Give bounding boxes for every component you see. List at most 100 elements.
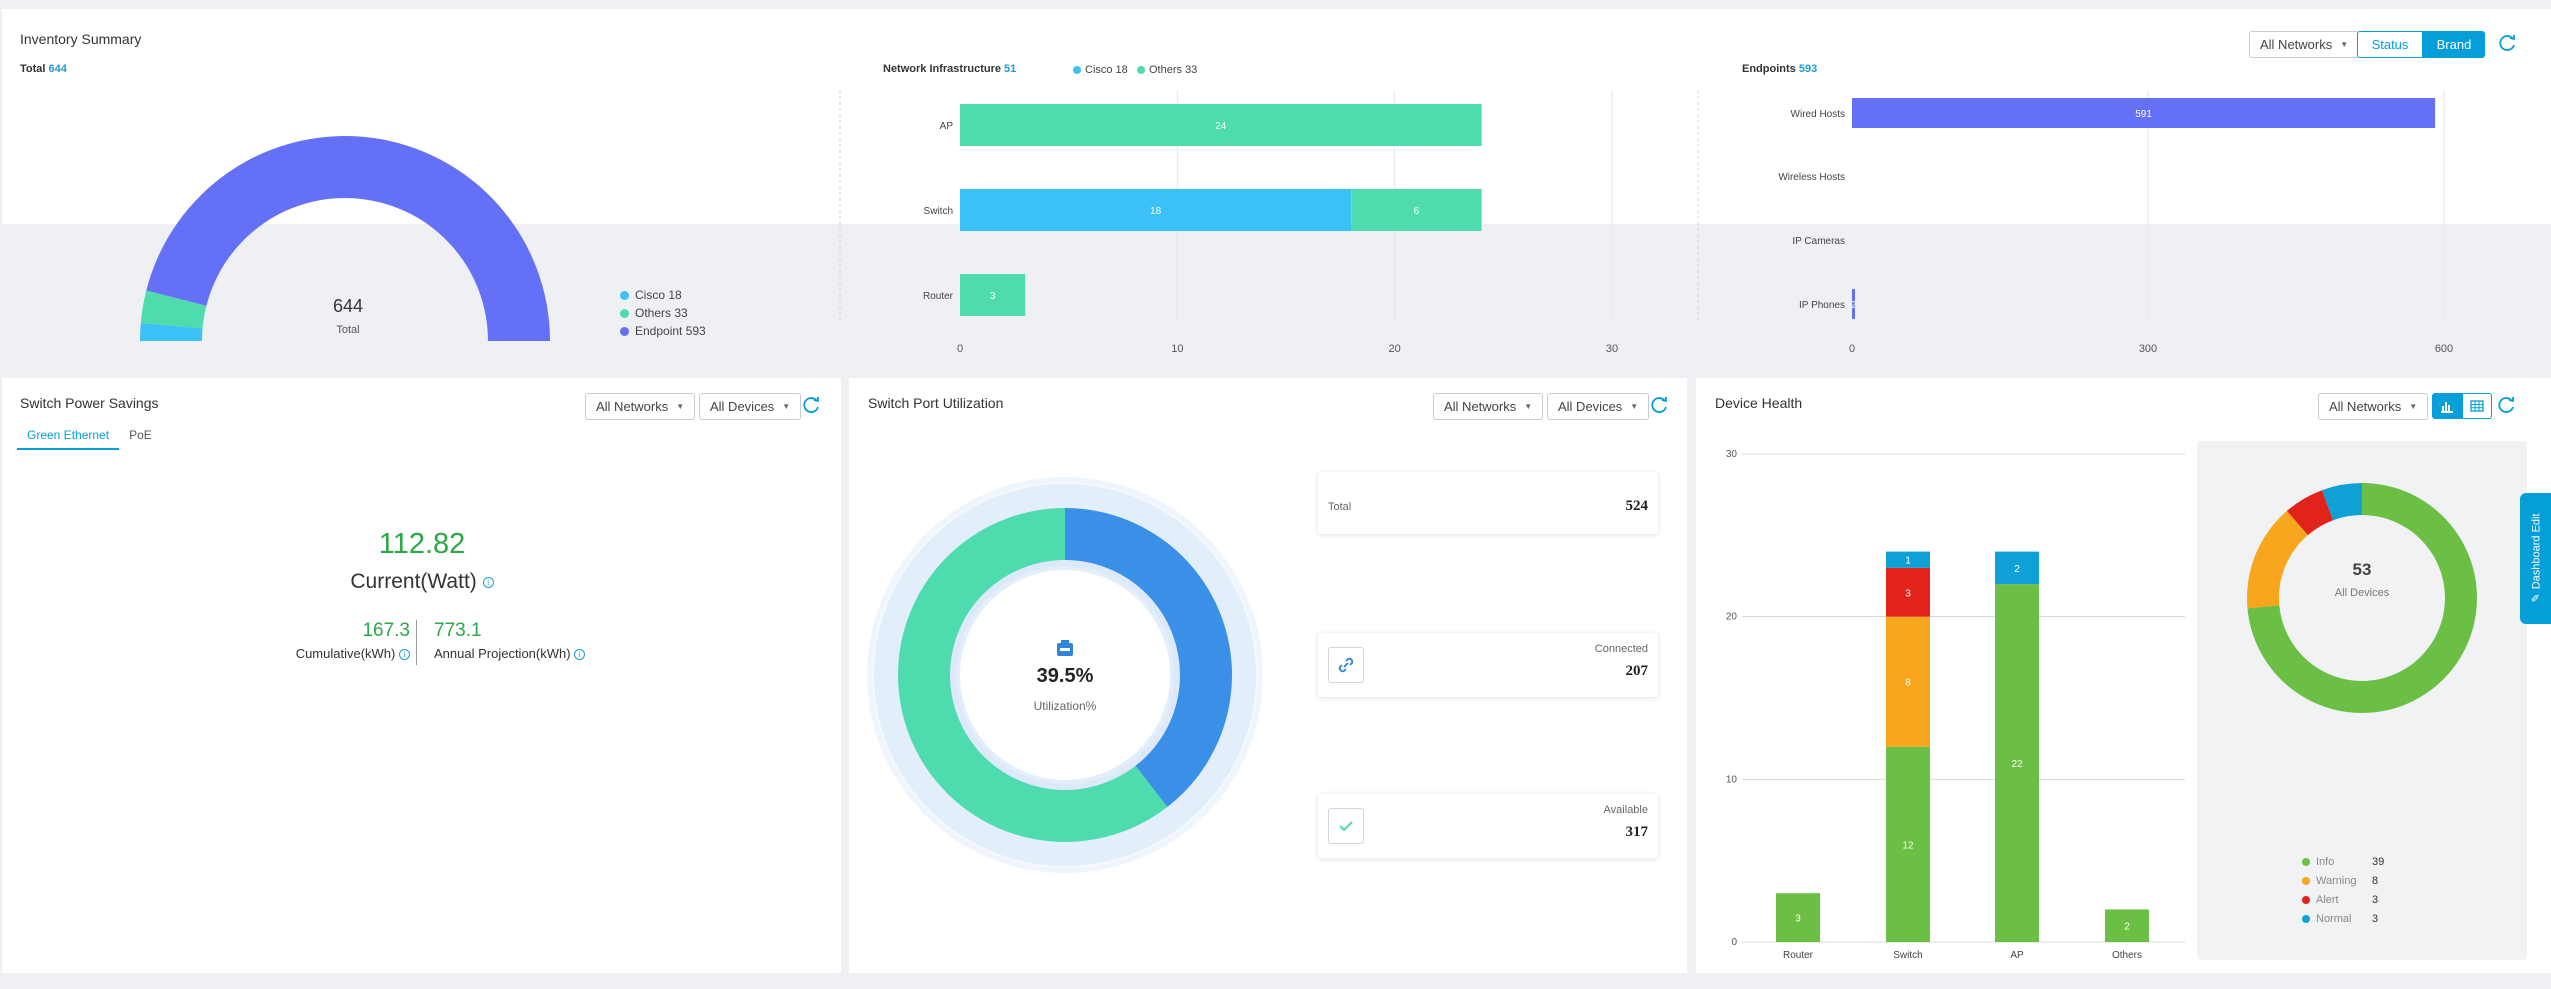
netinfra-legend-label: Cisco 18 xyxy=(1085,64,1128,76)
info-icon[interactable]: i xyxy=(399,649,410,661)
health-view-toggle xyxy=(2432,393,2492,419)
health-legend-value: 3 xyxy=(2372,894,2379,906)
gauge-center-value: 644 xyxy=(332,296,364,316)
dashboard-edit-label: ✎ Dashboard Edit xyxy=(2530,513,2543,602)
power-network-select[interactable]: All Networks ▼ xyxy=(585,393,696,420)
gauge-legend-item: Others 33 xyxy=(620,306,688,320)
column-normal xyxy=(1995,551,2039,585)
y-category-label: IP Cameras xyxy=(1792,236,1845,247)
x-tick-label: 30 xyxy=(1606,343,1618,355)
netinfra-header: Network Infrastructure 51 xyxy=(883,63,1016,75)
bar-others xyxy=(960,104,1482,146)
column-value-label: 3 xyxy=(1905,588,1911,599)
port-utilization-donut xyxy=(867,477,1263,873)
column-info xyxy=(1886,746,1930,942)
inventory-refresh-icon[interactable] xyxy=(2496,32,2518,54)
column-value-label: 8 xyxy=(1905,678,1911,689)
x-category-label: AP xyxy=(2010,950,2024,961)
endpoint-bar xyxy=(1852,289,1855,319)
inventory-network-select-value: All Networks xyxy=(2260,37,2333,52)
column-info xyxy=(1776,893,1820,942)
gauge-legend-label: Others 33 xyxy=(635,306,688,320)
donut-slice-available xyxy=(898,508,1168,842)
gauge-legend-item: Cisco 18 xyxy=(620,288,682,302)
endpoint-bar xyxy=(1852,98,2436,128)
power-refresh-icon[interactable] xyxy=(800,394,822,416)
power-annual-label: Annual Projection(kWh) i xyxy=(434,646,586,661)
health-legend-value: 39 xyxy=(2372,856,2385,868)
health-legend-label: Alert xyxy=(2316,894,2339,906)
bar-value-label: 24 xyxy=(1215,121,1227,132)
port-refresh-icon[interactable] xyxy=(1648,394,1670,416)
netinfra-legend-others: Others 33 xyxy=(1137,64,1197,76)
netinfra-header-value: 51 xyxy=(1004,63,1017,75)
device-health-title: Device Health xyxy=(1715,395,1803,411)
table-view-button[interactable] xyxy=(2462,393,2492,419)
chart-view-button[interactable] xyxy=(2432,393,2462,419)
total-header-label: Total xyxy=(20,63,46,75)
port-network-select-value: All Networks xyxy=(1444,399,1517,414)
health-network-select[interactable]: All Networks ▼ xyxy=(2318,393,2429,420)
legend-dot xyxy=(2302,896,2310,904)
info-icon[interactable]: i xyxy=(482,576,494,588)
column-value-label: 12 xyxy=(1902,840,1914,851)
netinfra-legend-cisco: Cisco 18 xyxy=(1073,64,1128,76)
chevron-down-icon: ▼ xyxy=(2409,402,2418,411)
brand-toggle-button[interactable]: Brand xyxy=(2423,31,2485,58)
health-legend-item: Info 39 xyxy=(2302,856,2384,868)
column-value-label: 2 xyxy=(2014,564,2020,575)
dashboard-edit-tab[interactable]: ✎ Dashboard Edit xyxy=(2520,493,2551,624)
y-category-label: IP Phones xyxy=(1799,300,1845,311)
power-current-label-text: Current(Watt) xyxy=(350,570,477,593)
gauge-legend-label: Cisco 18 xyxy=(635,288,682,302)
tab-poe[interactable]: PoE xyxy=(129,428,152,442)
total-header: Total 644 xyxy=(20,63,67,75)
power-tabs: Green Ethernet PoE xyxy=(17,428,162,450)
legend-dot xyxy=(620,326,629,336)
donut-center-ring xyxy=(950,560,1180,790)
inventory-summary-title: Inventory Summary xyxy=(20,31,142,47)
health-donut-slice-alert xyxy=(2286,490,2334,536)
gauge-slice-others xyxy=(140,290,207,329)
power-cumulative-label-text: Cumulative(kWh) xyxy=(295,646,396,661)
bar-others xyxy=(960,274,1026,316)
donut-slice-connected xyxy=(1065,508,1232,807)
column-alert xyxy=(1886,567,1930,617)
tab-green-ethernet[interactable]: Green Ethernet xyxy=(17,428,120,450)
power-savings-panel xyxy=(2,378,841,973)
legend-dot xyxy=(2302,915,2310,923)
bar-cisco xyxy=(960,189,1352,231)
health-legend-item: Normal 3 xyxy=(2302,913,2378,925)
chevron-down-icon: ▼ xyxy=(2340,40,2349,49)
port-network-select[interactable]: All Networks ▼ xyxy=(1433,393,1544,420)
health-network-select-value: All Networks xyxy=(2329,399,2402,414)
port-connected-label: Connected xyxy=(1594,643,1648,655)
chevron-down-icon: ▼ xyxy=(1630,402,1639,411)
y-category-label: Switch xyxy=(924,206,953,217)
y-tick-label: 0 xyxy=(1731,937,1737,948)
port-total-value: 524 xyxy=(1625,498,1649,514)
total-header-value: 644 xyxy=(48,63,67,75)
legend-dot xyxy=(620,290,629,300)
bar-value-label: 591 xyxy=(2135,109,2152,120)
port-center-value: 39.5% xyxy=(1036,665,1094,687)
x-category-label: Router xyxy=(1783,950,1814,961)
health-donut-label: All Devices xyxy=(2334,587,2390,599)
bar-value-label: 18 xyxy=(1150,206,1162,217)
port-total-label: Total xyxy=(1328,501,1352,513)
info-icon[interactable]: i xyxy=(574,649,586,661)
status-toggle-button[interactable]: Status xyxy=(2357,31,2423,58)
chevron-down-icon: ▼ xyxy=(1524,402,1533,411)
health-donut-slice-normal xyxy=(2321,483,2362,521)
column-normal xyxy=(1886,551,1930,568)
x-category-label: Switch xyxy=(1893,950,1922,961)
inventory-network-select[interactable]: All Networks ▼ xyxy=(2249,31,2360,58)
legend-dot xyxy=(1137,66,1145,74)
y-category-label: Wired Hosts xyxy=(1791,109,1845,120)
x-category-label: Others xyxy=(2112,950,2142,961)
port-devices-select[interactable]: All Devices ▼ xyxy=(1547,393,1650,420)
power-devices-select[interactable]: All Devices ▼ xyxy=(699,393,802,420)
health-refresh-icon[interactable] xyxy=(2495,394,2517,416)
y-tick-label: 20 xyxy=(1726,612,1738,623)
y-category-label: AP xyxy=(940,121,954,132)
